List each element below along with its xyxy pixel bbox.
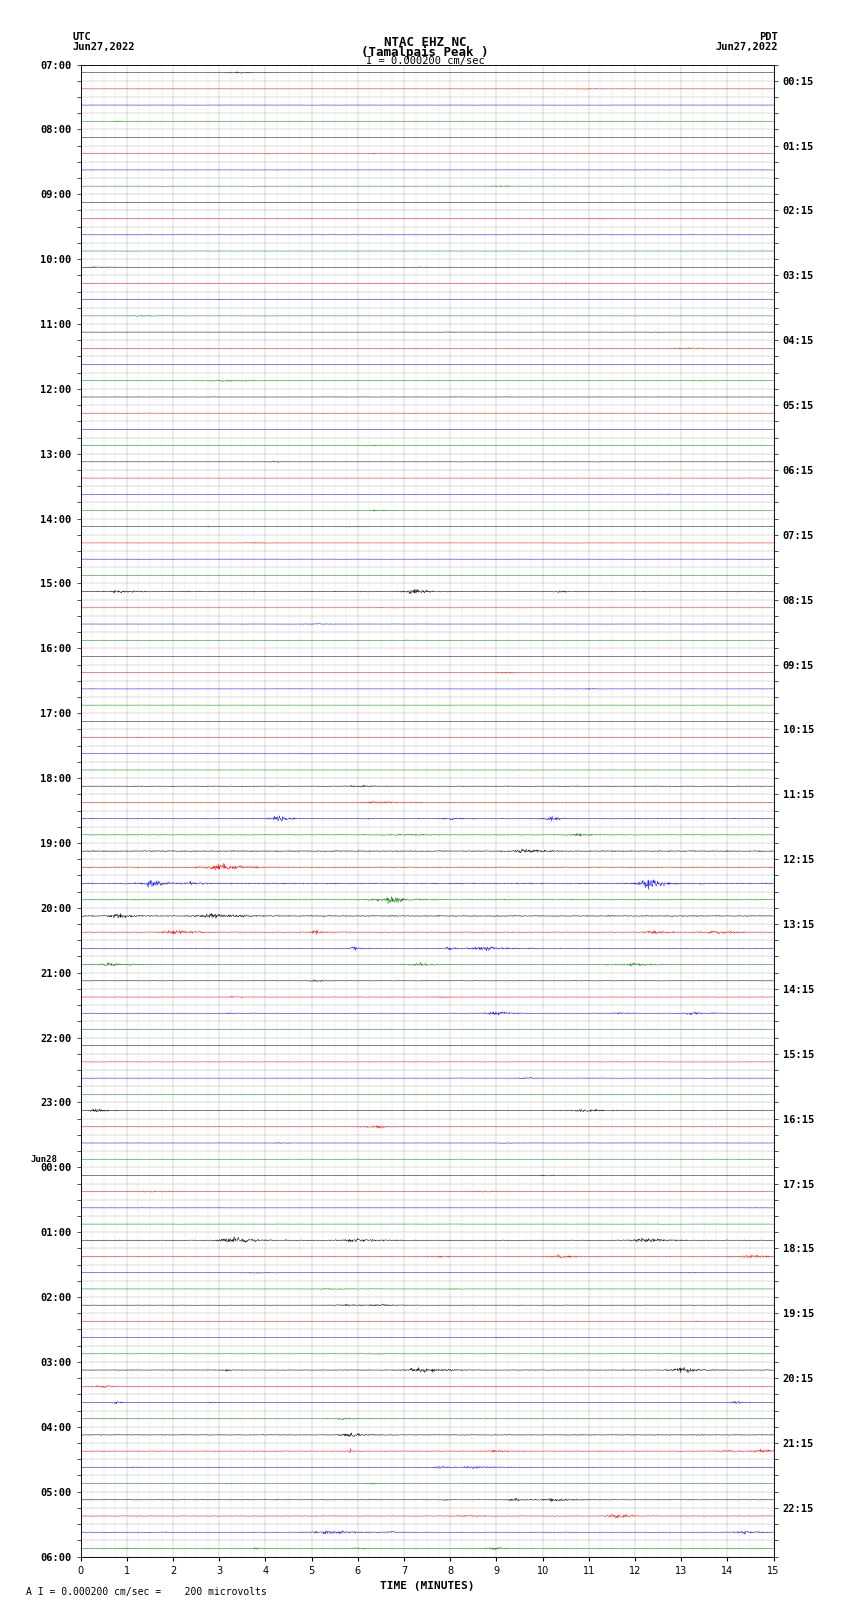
Text: PDT: PDT [759,32,778,42]
Text: A I = 0.000200 cm/sec =    200 microvolts: A I = 0.000200 cm/sec = 200 microvolts [26,1587,266,1597]
Text: Jun27,2022: Jun27,2022 [72,42,135,52]
Text: I = 0.000200 cm/sec: I = 0.000200 cm/sec [366,56,484,66]
Text: Jun28: Jun28 [31,1155,58,1163]
Text: Jun27,2022: Jun27,2022 [715,42,778,52]
Text: NTAC EHZ NC: NTAC EHZ NC [383,37,467,50]
X-axis label: TIME (MINUTES): TIME (MINUTES) [380,1581,474,1590]
Text: UTC: UTC [72,32,91,42]
Text: (Tamalpais Peak ): (Tamalpais Peak ) [361,45,489,60]
